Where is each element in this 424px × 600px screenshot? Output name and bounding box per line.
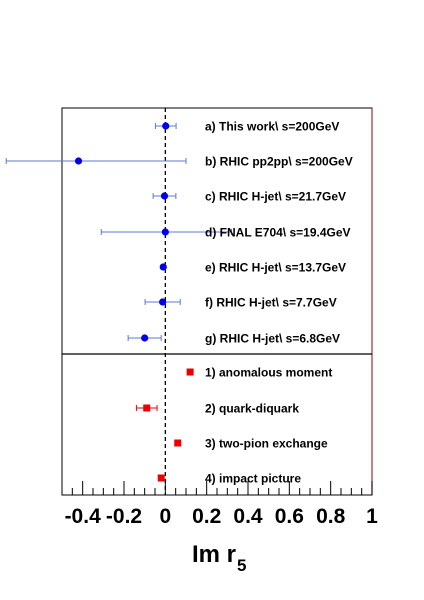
x-tick-label: -0.4 (65, 505, 102, 528)
data-point (141, 334, 149, 342)
x-tick-label: 0.6 (275, 505, 304, 528)
prediction-point (143, 404, 151, 412)
point-label: b) RHIC pp2pp\ s=200GeV (205, 155, 353, 169)
data-point (159, 263, 167, 271)
point-label: f) RHIC H-jet\ s=7.7GeV (205, 296, 337, 310)
x-tick-label: 0 (159, 505, 171, 528)
point-label: d) FNAL E704\ s=19.4GeV (205, 226, 351, 240)
x-tick-labels: -0.4 -0.2 0 0.2 0.4 0.6 0.8 1 (65, 505, 379, 528)
x-axis-ticks (61, 481, 373, 495)
prediction-point (157, 474, 165, 482)
data-point (159, 298, 167, 306)
x-tick-label: 0.4 (233, 505, 263, 528)
point-label: a) This work\ s=200GeV (205, 120, 339, 134)
x-axis-title: Im r5 (192, 541, 246, 575)
data-marks (5, 122, 232, 482)
prediction-point (174, 439, 182, 447)
point-label: 1) anomalous moment (205, 366, 332, 380)
data-point (160, 192, 169, 200)
point-label: g) RHIC H-jet\ s=6.8GeV (205, 332, 340, 346)
x-tick-label: 0.8 (316, 505, 346, 528)
x-tick-label: -0.2 (106, 505, 142, 528)
prediction-point (186, 368, 194, 376)
point-label: e) RHIC H-jet\ s=13.7GeV (205, 261, 346, 275)
point-label: 3) two-pion exchange (205, 437, 328, 451)
point-label: 4) impact picture (205, 472, 301, 486)
x-tick-label: 1 (366, 505, 378, 528)
point-labels: a) This work\ s=200GeV b) RHIC pp2pp\ s=2… (205, 120, 353, 486)
data-point (161, 228, 169, 236)
point-label: c) RHIC H-jet\ s=21.7GeV (205, 190, 346, 204)
x-tick-label: 0.2 (192, 505, 221, 528)
data-point (162, 122, 170, 130)
data-point (74, 157, 83, 165)
point-label: 2) quark-diquark (205, 402, 299, 416)
